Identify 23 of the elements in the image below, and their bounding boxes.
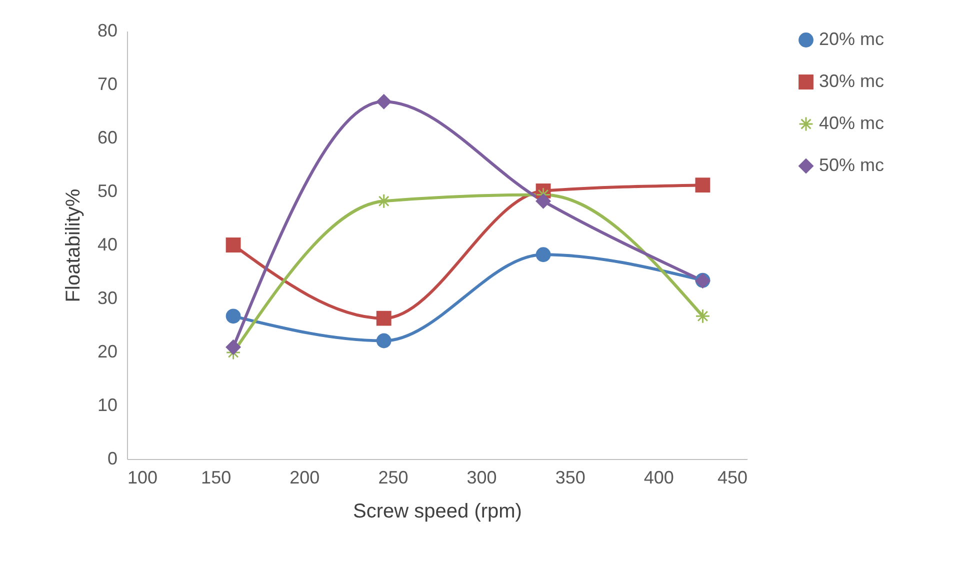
y-tick-label: 70 — [97, 74, 118, 94]
legend-label: 20% mc — [819, 29, 884, 49]
x-tick-label: 450 — [717, 468, 748, 488]
x-tick-label: 300 — [466, 468, 497, 488]
y-tick-label: 10 — [97, 395, 118, 415]
y-tick-label: 0 — [107, 448, 118, 468]
x-axis-title: Screw speed (rpm) — [353, 500, 522, 522]
y-axis-title: Floatability% — [62, 188, 84, 302]
legend-label: 40% mc — [819, 113, 884, 133]
y-tick-label: 30 — [97, 288, 118, 308]
x-tick-label: 150 — [201, 468, 232, 488]
x-tick-label: 100 — [128, 468, 158, 488]
x-tick-label: 250 — [378, 468, 408, 488]
y-tick-label: 60 — [97, 128, 118, 148]
x-tick-label: 400 — [644, 468, 674, 488]
y-tick-label: 40 — [97, 234, 118, 254]
x-tick-label: 350 — [555, 468, 586, 488]
y-tick-label: 80 — [97, 20, 118, 40]
y-tick-label: 20 — [97, 342, 118, 362]
x-tick-label: 200 — [290, 468, 320, 488]
y-tick-label: 50 — [97, 181, 118, 201]
legend-label: 50% mc — [819, 155, 884, 175]
legend-label: 30% mc — [819, 71, 884, 91]
